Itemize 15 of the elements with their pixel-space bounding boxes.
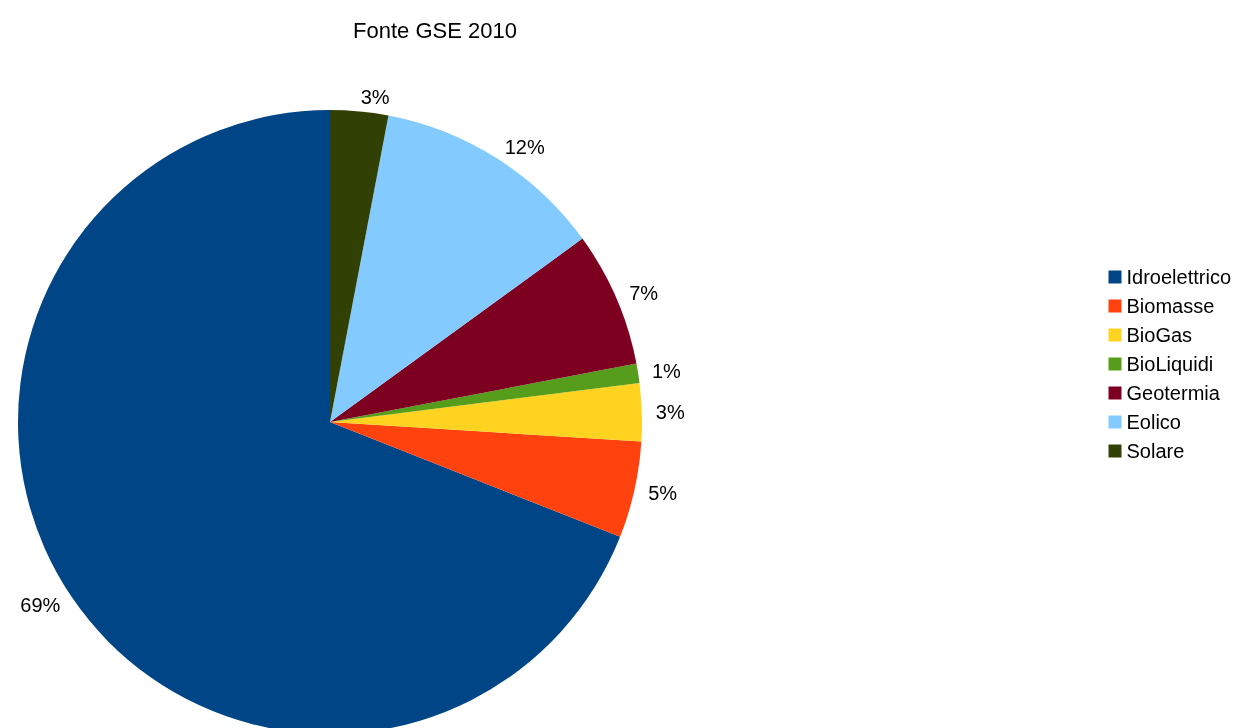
data-label: 3% <box>360 86 390 109</box>
legend-label: Idroelettrico <box>1126 266 1232 288</box>
legend-label: Eolico <box>1126 411 1181 433</box>
data-label: 7% <box>629 281 659 304</box>
legend-label: BioLiquidi <box>1126 353 1214 375</box>
data-label: 12% <box>504 135 545 158</box>
legend-label: BioGas <box>1126 324 1193 346</box>
data-label: 1% <box>651 360 682 382</box>
data-label: 3% <box>655 400 685 423</box>
data-label: 5% <box>648 482 678 505</box>
legend-label: Biomasse <box>1126 295 1215 317</box>
data-label: 69% <box>20 594 61 617</box>
chart-title: Fonte GSE 2010 <box>353 17 517 43</box>
legend-label: Geotermia <box>1126 382 1221 404</box>
legend-label: Solare <box>1126 440 1185 462</box>
